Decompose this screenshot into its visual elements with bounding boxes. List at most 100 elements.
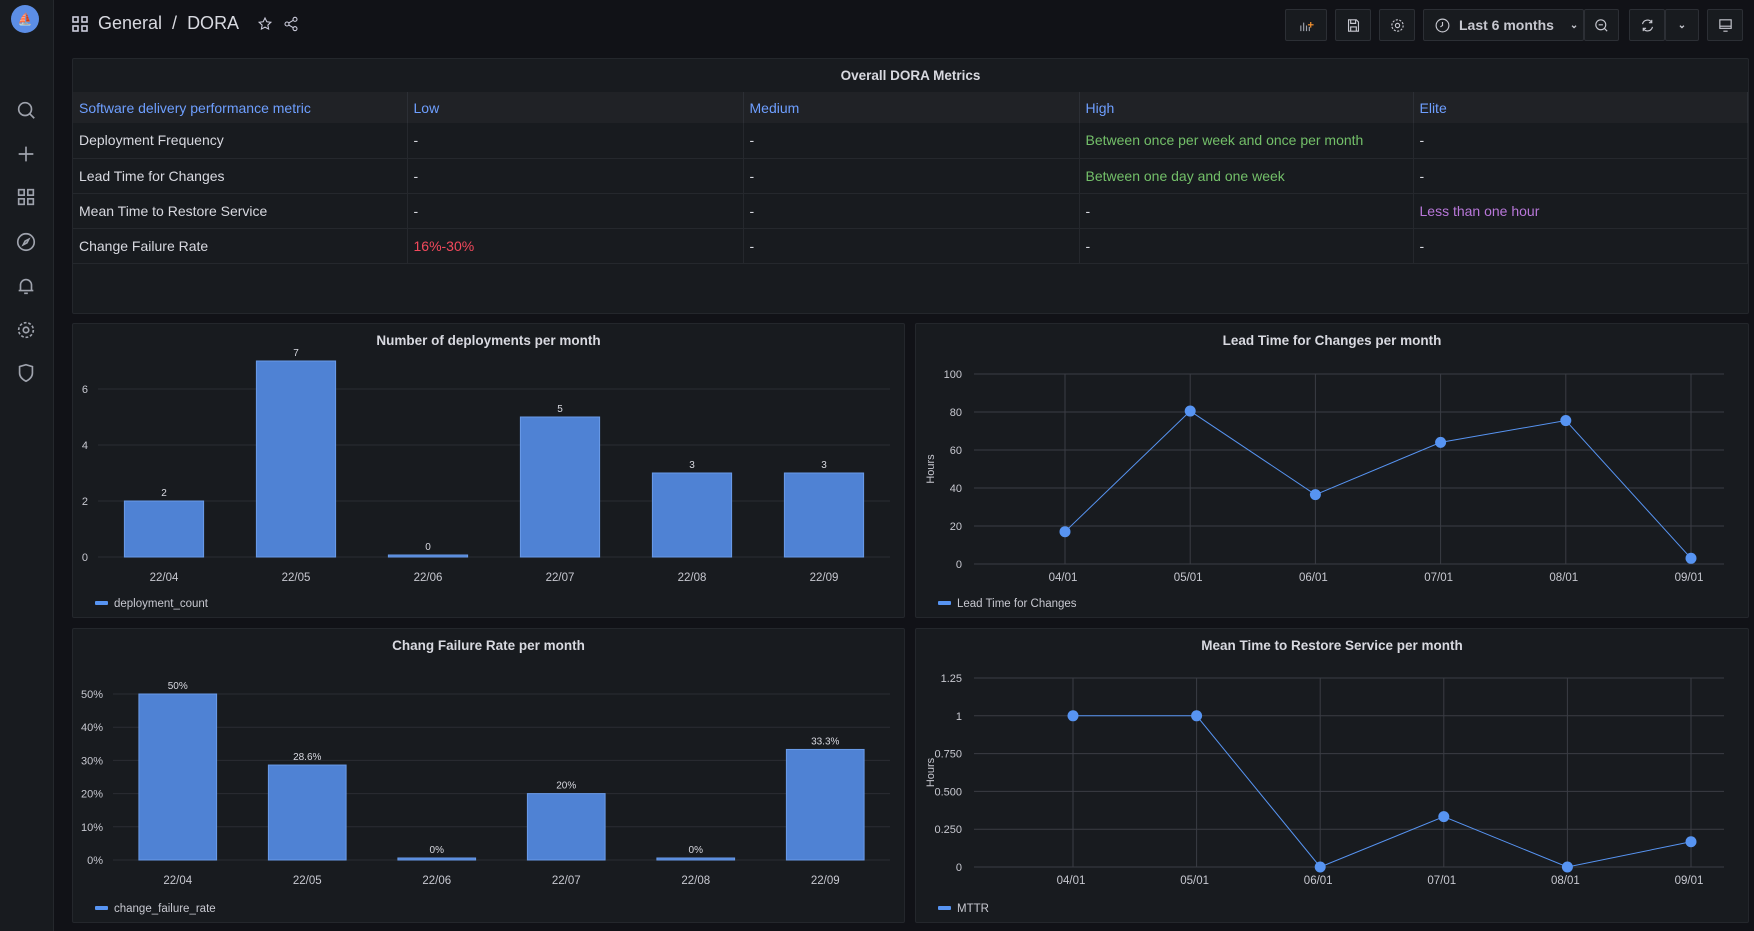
y-tick-label: 1.25 (941, 673, 962, 685)
dora-metrics-table: Software delivery performance metric Low… (73, 92, 1748, 264)
table-cell: - (1413, 158, 1748, 194)
y-tick-label: 50% (81, 689, 103, 701)
y-tick-label: 0 (956, 559, 962, 571)
y-tick-label: 40 (950, 483, 962, 495)
dashboards-icon[interactable] (13, 184, 39, 210)
y-tick-label: 0% (87, 855, 103, 867)
y-tick-label: 0 (956, 862, 962, 874)
data-point (1067, 710, 1079, 722)
panel-title: Number of deployments per month (376, 333, 601, 348)
bar (123, 500, 205, 558)
y-tick-label: 4 (82, 440, 88, 452)
bar (526, 793, 606, 861)
x-tick-label: 06/01 (1304, 875, 1333, 887)
x-tick-label: 22/04 (150, 572, 179, 584)
time-range-picker[interactable]: Last 6 months ⌄ (1423, 9, 1584, 41)
zoom-out-button[interactable] (1584, 9, 1619, 41)
table-cell: - (1413, 123, 1748, 159)
table-cell: - (407, 158, 744, 194)
chevron-down-icon: ⌄ (1569, 19, 1579, 31)
add-panel-icon (1299, 21, 1314, 31)
legend-item: change_failure_rate (114, 903, 216, 915)
panel-title: Overall DORA Metrics (840, 68, 981, 83)
table-cell: Less than one hour (1413, 193, 1748, 229)
y-tick-label: 30% (81, 755, 103, 767)
x-tick-label: 22/08 (681, 875, 710, 887)
x-tick-label: 22/09 (811, 875, 840, 887)
y-tick-label: 0.750 (934, 749, 962, 761)
legend-item: MTTR (957, 903, 989, 915)
dora-metrics-table-panel: Overall DORA Metrics Software delivery p… (72, 58, 1749, 314)
breadcrumb-dashboard: DORA (187, 13, 240, 33)
bar (656, 857, 736, 861)
compass-icon[interactable] (13, 229, 39, 255)
shield-icon[interactable] (13, 360, 39, 386)
data-point (1191, 710, 1203, 722)
bar-value-label: 50% (168, 681, 188, 692)
column-header[interactable]: High (1079, 92, 1414, 123)
plus-icon[interactable] (13, 141, 39, 167)
data-point (1435, 436, 1447, 448)
y-tick-label: 2 (82, 496, 88, 508)
table-cell: Lead Time for Changes (73, 158, 408, 194)
bar (267, 764, 347, 861)
gear-icon[interactable] (13, 317, 39, 343)
legend-swatch (95, 906, 108, 910)
table-row: Mean Time to Restore Service - - - Less than… (73, 193, 1748, 229)
data-point (1685, 836, 1697, 848)
add-panel-button[interactable] (1285, 9, 1327, 41)
bar (519, 416, 601, 558)
share-icon[interactable] (283, 16, 299, 32)
column-header[interactable]: Low (407, 92, 744, 123)
tv-mode-button[interactable] (1707, 9, 1743, 41)
bell-icon[interactable] (13, 273, 39, 299)
data-point (1309, 489, 1321, 501)
clock-icon (1435, 18, 1450, 32)
bar-value-label: 33.3% (811, 736, 839, 747)
bar-value-label: 5 (557, 404, 563, 415)
mttr-chart-panel: Mean Time to Restore Service per month 0 0… (915, 628, 1749, 923)
chart-svg: 0% 10% 20% 30% 40% 50% 50% 22/04 28.6% 22/05 0% 22/… (81, 681, 890, 915)
x-tick-label: 05/01 (1180, 875, 1209, 887)
refresh-interval-dropdown[interactable]: ⌄ (1665, 9, 1699, 41)
table-row: Lead Time for Changes - - Between one day a… (73, 158, 1748, 194)
sidebar: ⛵ (0, 0, 54, 931)
table-cell: - (1079, 193, 1414, 229)
save-dashboard-button[interactable] (1335, 9, 1371, 41)
bar-value-label: 0 (425, 542, 431, 553)
table-cell: Mean Time to Restore Service (73, 193, 408, 229)
table-header-row: Software delivery performance metric Low… (73, 92, 1748, 123)
column-header[interactable]: Software delivery performance metric (73, 92, 408, 123)
chevron-down-icon: ⌄ (1677, 19, 1687, 31)
y-tick-label: 60 (950, 445, 962, 457)
breadcrumb-separator: / (172, 13, 178, 33)
column-header[interactable]: Medium (743, 92, 1080, 123)
legend-swatch (95, 601, 108, 605)
app-logo[interactable]: ⛵ (11, 5, 39, 33)
dashboard-settings-button[interactable] (1379, 9, 1415, 41)
table-cell: - (743, 158, 1080, 194)
x-tick-label: 09/01 (1675, 875, 1704, 887)
legend-swatch (938, 601, 951, 605)
star-icon[interactable] (257, 16, 273, 32)
y-tick-label: 0.500 (934, 786, 962, 798)
y-tick-label: 20% (81, 789, 103, 801)
x-tick-label: 22/09 (810, 572, 839, 584)
refresh-button[interactable] (1629, 9, 1665, 41)
y-tick-label: 0 (82, 552, 88, 564)
search-icon[interactable] (13, 97, 39, 123)
y-axis-label: Hours (925, 757, 937, 787)
y-tick-label: 0.250 (934, 824, 962, 836)
bar (387, 554, 469, 558)
table-cell: - (743, 228, 1080, 264)
lead-time-chart-panel: Lead Time for Changes per month 0 20 40 60 80… (915, 323, 1749, 618)
column-header[interactable]: Elite (1413, 92, 1748, 123)
breadcrumb-folder[interactable]: General (98, 13, 163, 33)
data-point (1438, 811, 1450, 823)
bar-value-label: 7 (293, 348, 299, 359)
table-cell: - (1079, 228, 1414, 264)
bar-value-label: 3 (821, 460, 827, 471)
x-tick-label: 22/05 (293, 875, 322, 887)
bar (397, 857, 477, 861)
bar-value-label: 2 (161, 488, 167, 499)
